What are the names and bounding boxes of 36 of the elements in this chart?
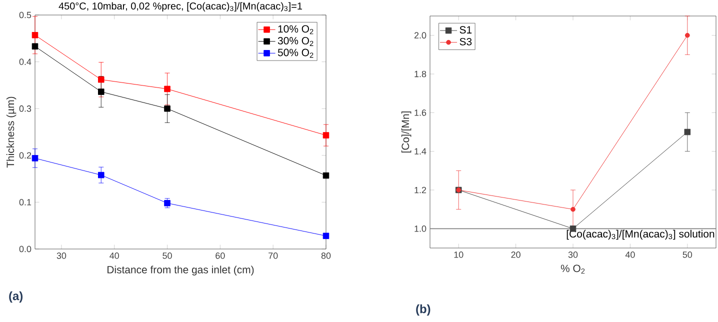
legend-label: S3 (460, 38, 472, 46)
y-tick-label: 0.3 (19, 105, 32, 112)
legend-label: S1 (460, 26, 472, 34)
x-tick-label: 80 (321, 252, 331, 259)
x-tick-label: 40 (625, 252, 635, 258)
y-tick-label: 1.2 (414, 186, 426, 194)
y-tick-label: 1.0 (414, 225, 426, 232)
y-axis-title: [Co]/[Mn] (401, 112, 412, 152)
text: (b) (416, 304, 430, 316)
y-tick-label: 0.0 (19, 246, 32, 252)
x-axis-title: Distance from the gas inlet (cm) (108, 266, 254, 276)
legend-label: 30% O$_{2}$ (278, 37, 314, 46)
legend-label: 50% O$_{2}$ (278, 48, 314, 58)
x-axis-title: % O$_{2}$ (560, 264, 585, 274)
x-tick-label: 70 (268, 252, 278, 259)
x-tick-label: 30 (56, 252, 66, 259)
y-tick-label: 1.4 (414, 148, 426, 154)
y-tick-label: 0.1 (19, 199, 32, 206)
x-tick-label: 60 (216, 252, 225, 259)
y-tick-label: 2.0 (414, 32, 426, 39)
y-tick-label: 0.4 (19, 58, 32, 65)
x-tick-label: 40 (110, 252, 120, 259)
x-tick-label: 30 (568, 252, 578, 258)
x-tick-label: 10 (454, 252, 464, 258)
legend-label: 10% O$_{2}$ (278, 25, 314, 34)
y-tick-label: 0.5 (19, 12, 32, 18)
x-tick-label: 50 (682, 252, 692, 258)
x-tick-label: 50 (162, 252, 172, 259)
ref-line-label: [Co(acac)$_{3}$]/[Mn(acac)$_{3}$] solution (566, 230, 714, 240)
y-tick-label: 1.6 (414, 109, 426, 116)
chart-title: 450°C, 10mbar, 0,02 %prec, [Co(acac)$_{3}$]/[Mn(acac)$_{3}$]=1 (58, 2, 302, 12)
text: (a) (9, 291, 23, 303)
y-tick-label: 0.2 (19, 152, 32, 159)
y-tick-label: 1.8 (414, 70, 426, 78)
x-tick-label: 20 (511, 252, 520, 258)
y-axis-title: Thickness (µm) (6, 96, 16, 168)
